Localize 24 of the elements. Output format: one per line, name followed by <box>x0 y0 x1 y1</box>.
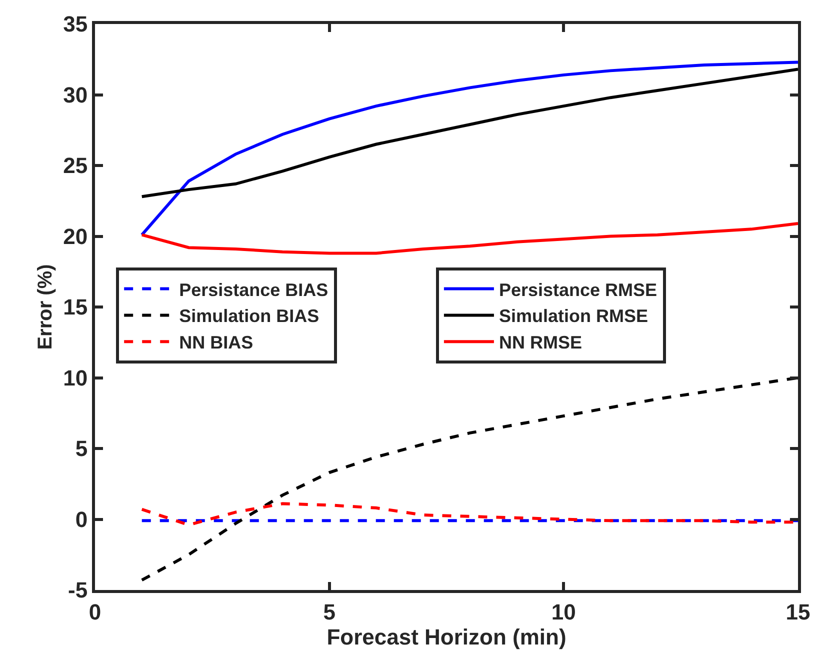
legend-label: NN BIAS <box>179 332 254 353</box>
y-tick-label: 25 <box>63 153 88 178</box>
y-axis-title: Error (%) <box>34 264 57 350</box>
line-series <box>140 68 798 198</box>
y-tick-label: 15 <box>63 294 88 320</box>
x-axis-title: Forecast Horizon (min) <box>326 624 566 650</box>
y-tick-label: 5 <box>75 436 88 462</box>
y-tick-label: 10 <box>63 365 88 390</box>
legend-label: Simulation BIAS <box>179 306 320 326</box>
y-tick-label: 30 <box>63 82 88 108</box>
y-tick-label: 35 <box>63 12 88 37</box>
legend-label: Simulation RMSE <box>498 306 648 326</box>
x-tick-label: 10 <box>551 599 576 624</box>
x-tick-label: 5 <box>323 599 336 624</box>
legend-label: Persistance RMSE <box>498 280 658 300</box>
y-tick-label: -5 <box>68 578 88 603</box>
line-series <box>140 376 798 582</box>
line-series <box>140 222 798 255</box>
y-tick-label: 0 <box>75 506 88 532</box>
legend-label: Persistance BIAS <box>179 280 328 300</box>
y-tick-label: 20 <box>63 224 88 249</box>
line-series <box>140 60 798 236</box>
x-tick-label: 15 <box>786 599 810 624</box>
legend-label: NN RMSE <box>498 332 582 353</box>
